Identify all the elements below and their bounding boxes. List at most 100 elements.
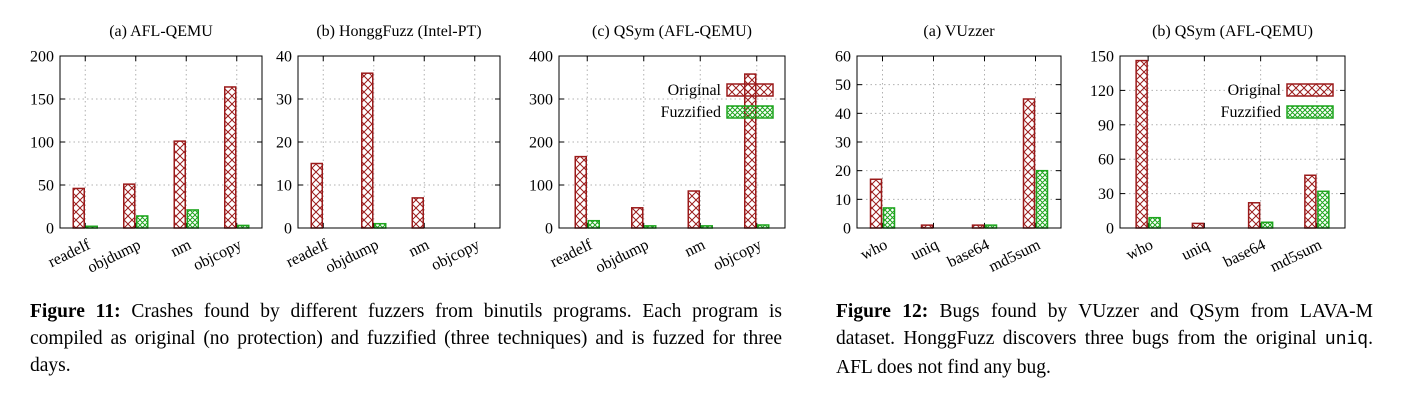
y-tick-label: 30 <box>835 135 851 152</box>
bar-original-objcopy <box>224 86 237 229</box>
y-tick-label: 40 <box>835 106 851 123</box>
y-tick-label: 10 <box>835 192 851 209</box>
chart-legend: Original Fuzzified <box>661 82 774 121</box>
bar-original-nm <box>687 190 700 229</box>
plot-frame <box>558 55 786 229</box>
bar-original-objcopy <box>744 73 757 229</box>
x-tick-label: nm <box>682 236 708 260</box>
y-tick-label: 60 <box>835 49 851 66</box>
legend-swatch-original <box>726 83 774 97</box>
figure-12-caption: Figure 12: Bugs found by VUzzer and QSym… <box>836 298 1373 381</box>
bar-fuzzified-base64 <box>1260 221 1274 229</box>
y-tick-label: 0 <box>1106 221 1114 238</box>
y-tick-label: 150 <box>1090 49 1114 66</box>
bar-fuzzified-md5sum <box>1317 190 1330 229</box>
y-tick-label: 100 <box>30 135 54 152</box>
plot-frame <box>297 55 501 229</box>
bar-original-readelf <box>72 187 85 229</box>
y-tick-label: 120 <box>1090 83 1114 100</box>
y-tick-label: 50 <box>835 77 851 94</box>
bar-original-nm <box>411 197 424 229</box>
figure-12-code: uniq <box>1324 330 1369 350</box>
x-tick-label: base64 <box>1221 236 1268 271</box>
y-tick-label: 0 <box>843 221 851 238</box>
y-tick-label: 0 <box>46 221 54 238</box>
y-tick-label: 30 <box>276 92 292 109</box>
bar-original-nm <box>173 140 186 229</box>
chart-legend: Original Fuzzified <box>1221 82 1334 121</box>
figure-12-label: Figure 12: <box>836 301 929 322</box>
figure-11-caption: Figure 11: Crashes found by different fu… <box>30 298 782 379</box>
bar-fuzzified-who <box>1148 216 1161 229</box>
figure-11-label: Figure 11: <box>30 301 121 322</box>
x-tick-label: nm <box>168 236 194 260</box>
bar-original-objdump <box>123 183 136 229</box>
bar-fuzzified-objdump <box>136 215 149 229</box>
x-tick-label: md5sum <box>986 236 1043 276</box>
y-tick-label: 60 <box>1098 152 1114 169</box>
chart-title: (b) HonggFuzz (Intel-PT) <box>316 23 481 40</box>
x-tick-label: uniq <box>1179 236 1212 264</box>
chart-panel-3: (c) QSym (AFL-QEMU)0100200300400readelfo… <box>529 23 786 277</box>
chart-panel-4: (a) VUzzer 0 10 20 30 40 50 60 who uniq base64md5s… <box>835 23 1062 276</box>
chart-title: (b) QSym (AFL-QEMU) <box>1152 23 1313 40</box>
chart-panel-2: (b) HonggFuzz (Intel-PT)010203040readelf… <box>276 23 501 277</box>
y-tick-label: 50 <box>38 178 54 195</box>
bar-original-readelf <box>574 155 587 229</box>
y-tick-label: 30 <box>1098 186 1114 203</box>
y-tick-label: 150 <box>30 92 54 109</box>
bar-original-base64 <box>1247 202 1261 229</box>
y-tick-label: 10 <box>276 178 292 195</box>
bar-original-md5sum <box>1304 174 1317 229</box>
legend-swatch-original <box>1286 83 1334 97</box>
x-tick-label: base64 <box>945 236 992 271</box>
bar-original-who <box>869 178 883 229</box>
x-tick-label: readelf <box>548 236 596 271</box>
plot-frame <box>59 55 263 229</box>
y-tick-label: 20 <box>835 163 851 180</box>
y-tick-label: 90 <box>1098 117 1114 134</box>
chart-panel-5: (b) QSym (AFL-QEMU) 0 30 60 90 120 150 who uniq b… <box>1090 23 1346 276</box>
figure-12-text-a: Bugs found by VUzzer and QSym from LAVA-… <box>836 301 1373 349</box>
chart-title: (a) AFL-QEMU <box>109 23 213 40</box>
bar-original-uniq <box>1191 222 1205 229</box>
x-tick-label: who <box>1124 236 1156 263</box>
x-tick-label: objdump <box>85 236 144 276</box>
x-tick-label: objdump <box>323 236 382 276</box>
x-tick-label: nm <box>406 236 432 260</box>
x-tick-label: objdump <box>593 236 652 276</box>
chart-title: (a) VUzzer <box>923 23 995 40</box>
bar-fuzzified-readelf <box>587 219 600 229</box>
figure-12-text-b: . AFL does not find any bug. <box>836 328 1373 378</box>
figure-11-text: Crashes found by different fuzzers from … <box>30 301 783 376</box>
x-tick-label: who <box>858 236 890 263</box>
x-tick-label: objcopy <box>711 236 765 274</box>
y-tick-label: 200 <box>30 49 54 66</box>
y-tick-label: 20 <box>276 135 292 152</box>
bar-original-objdump <box>361 72 374 229</box>
x-tick-label: objcopy <box>429 236 483 274</box>
y-tick-label: 300 <box>529 92 553 109</box>
x-tick-label: md5sum <box>1268 236 1325 276</box>
y-tick-label: 400 <box>529 49 553 66</box>
legend-label-fuzzified: Fuzzified <box>1221 104 1281 121</box>
legend-swatch-fuzzified <box>726 105 774 119</box>
bar-original-who <box>1135 59 1148 229</box>
bar-fuzzified-who <box>882 207 896 229</box>
bar-original-readelf <box>310 162 323 229</box>
x-tick-label: objcopy <box>191 236 245 274</box>
bar-original-md5sum <box>1022 98 1036 229</box>
x-tick-label: uniq <box>908 236 941 264</box>
bar-fuzzified-nm <box>186 209 199 229</box>
y-tick-label: 40 <box>276 49 292 66</box>
plot-frame <box>1119 55 1346 229</box>
legend-swatch-fuzzified <box>1286 105 1334 119</box>
bar-fuzzified-objdump <box>374 222 387 229</box>
y-tick-label: 100 <box>529 178 553 195</box>
chart-title: (c) QSym (AFL-QEMU) <box>592 23 752 40</box>
y-tick-label: 0 <box>284 221 292 238</box>
legend-label-original: Original <box>668 82 722 99</box>
legend-label-original: Original <box>1228 82 1282 99</box>
